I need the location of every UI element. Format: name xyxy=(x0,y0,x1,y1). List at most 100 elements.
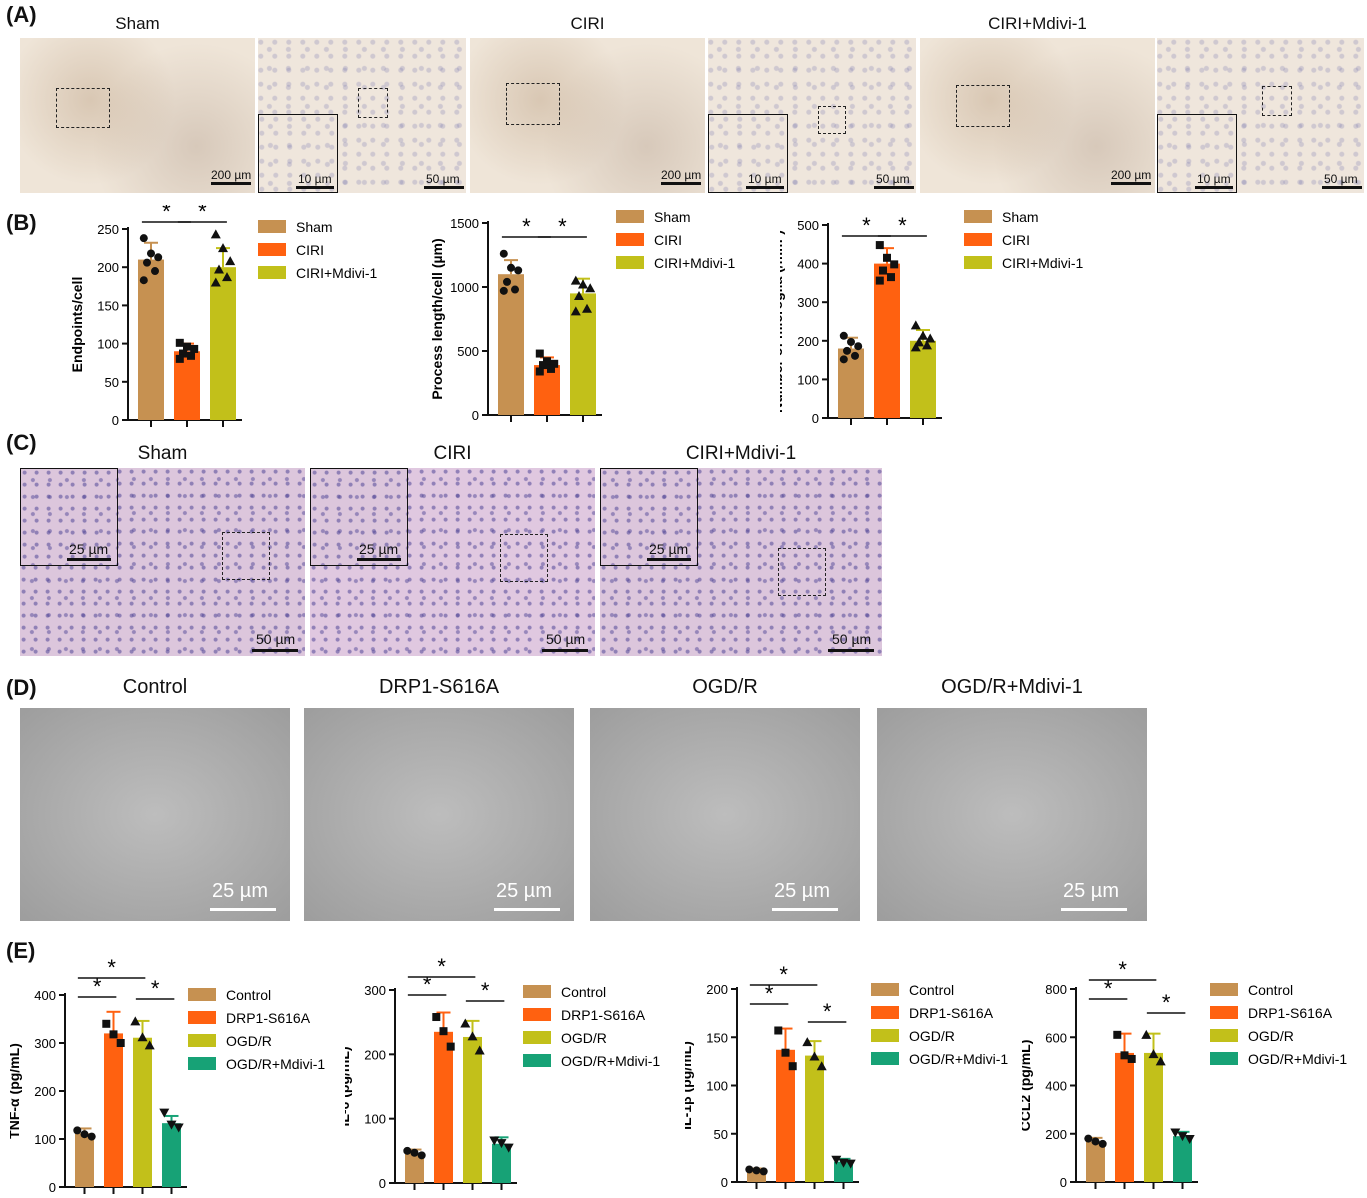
scale-label: 10 µm xyxy=(1197,172,1231,186)
bar-control xyxy=(1086,1141,1105,1182)
data-point xyxy=(759,1167,768,1176)
y-tick-label: 150 xyxy=(97,298,119,313)
y-axis-label: Endpoints/cell xyxy=(69,277,85,373)
data-point xyxy=(1148,1049,1159,1059)
y-tick-label: 0 xyxy=(721,1175,728,1190)
scale-bar xyxy=(1111,182,1151,185)
y-tick-label: 100 xyxy=(34,1132,56,1147)
data-point xyxy=(116,1039,125,1047)
data-point xyxy=(752,1166,761,1175)
legend-label-ogd-r: OGD/R xyxy=(561,1030,607,1046)
data-point xyxy=(550,359,559,368)
data-point xyxy=(499,249,508,258)
scale-bar xyxy=(357,558,401,561)
bar-ogd-r-mdivi-1 xyxy=(1173,1136,1192,1182)
data-point xyxy=(1141,1029,1152,1039)
scale-label: 200 µm xyxy=(661,168,702,182)
data-point xyxy=(585,283,596,293)
bar-drp1-s616a xyxy=(1115,1052,1134,1182)
legend-label-control: Control xyxy=(1248,982,1293,998)
legend-label-drp1-s616a: DRP1-S616A xyxy=(561,1007,646,1023)
data-point xyxy=(499,286,508,295)
panel-c-mdivi-image: 25 µm 50 µm xyxy=(600,468,882,656)
bar-control xyxy=(405,1152,424,1183)
data-point xyxy=(474,1045,485,1055)
data-point xyxy=(514,266,523,275)
scale-bar xyxy=(542,649,588,652)
data-point xyxy=(781,1048,790,1057)
legend-label-ciri: CIRI xyxy=(654,232,682,248)
data-point xyxy=(87,1132,96,1141)
data-point xyxy=(503,1143,514,1153)
data-point xyxy=(1127,1054,1136,1063)
panel-letter-d: (D) xyxy=(6,675,37,700)
y-tick-label: 150 xyxy=(706,1030,728,1045)
y-tick-label: 200 xyxy=(34,1084,56,1099)
data-point xyxy=(809,1051,820,1061)
y-tick-label: 50 xyxy=(714,1127,728,1142)
bar-ciri-mdivi-1 xyxy=(910,340,936,418)
data-point xyxy=(1170,1128,1181,1138)
data-point xyxy=(137,1032,148,1042)
data-point xyxy=(854,342,863,351)
legend-swatch-ogd-r-mdivi-1 xyxy=(523,1054,551,1067)
panel-d-title-drp1: DRP1-S616A xyxy=(378,676,500,698)
bar-ogd-r xyxy=(133,1037,152,1187)
significance-star: * xyxy=(823,999,832,1024)
data-point xyxy=(80,1130,89,1139)
legend-swatch-ogd-r xyxy=(871,1029,899,1042)
panel-d-ogdr-mdivi-image: 25 µm xyxy=(877,708,1147,921)
legend-swatch-ciri-mdivi-1 xyxy=(616,256,644,269)
data-point xyxy=(222,272,232,282)
data-point xyxy=(1177,1132,1188,1142)
data-point xyxy=(890,260,899,269)
data-point xyxy=(745,1165,754,1174)
legend-swatch-control xyxy=(188,988,216,1001)
data-point xyxy=(839,331,848,340)
data-point xyxy=(1113,1030,1122,1039)
data-point xyxy=(139,234,148,243)
inset-image xyxy=(1157,114,1237,193)
scale-bar xyxy=(67,558,111,561)
y-tick-label: 50 xyxy=(105,375,119,390)
data-point xyxy=(1184,1135,1195,1145)
bar-sham xyxy=(498,274,524,415)
legend-label-ciri: CIRI xyxy=(1002,232,1030,248)
data-point xyxy=(539,361,547,370)
data-point xyxy=(1084,1134,1093,1143)
y-tick-label: 400 xyxy=(1045,1079,1067,1094)
significance-star: * xyxy=(522,214,531,239)
data-point xyxy=(816,1061,827,1071)
panel-d-title-control: Control xyxy=(122,676,188,698)
scale-label: 200 µm xyxy=(211,168,252,182)
panel-d-control-image: 25 µm xyxy=(20,708,290,921)
roi-box xyxy=(358,88,388,118)
panel-a-title-sham: Sham xyxy=(115,14,160,33)
scale-bar xyxy=(772,908,838,911)
bar-ogd-r-mdivi-1 xyxy=(834,1161,853,1182)
data-point xyxy=(417,1151,426,1160)
panel-d-ogdr-image: 25 µm xyxy=(590,708,860,921)
y-tick-label: 200 xyxy=(97,260,119,275)
legend-swatch-drp1-s616a xyxy=(523,1008,551,1021)
legend-label-ogd-r: OGD/R xyxy=(909,1028,955,1044)
data-point xyxy=(214,264,224,274)
legend-swatch-ogd-r-mdivi-1 xyxy=(188,1057,216,1070)
significance-star: * xyxy=(107,955,116,980)
bar-ogd-r-mdivi-1 xyxy=(492,1143,511,1183)
panel-a-sham-overview-image: 200 µm xyxy=(20,38,255,193)
data-point xyxy=(1091,1137,1100,1146)
y-axis-label: IL-1β (pg/mL) xyxy=(685,1041,694,1130)
y-tick-label: 100 xyxy=(706,1079,728,1094)
panel-a-sham-zoom-image: 10 µm 50 µm xyxy=(258,38,466,193)
data-point xyxy=(210,277,221,287)
inset-image: 25 µm xyxy=(20,468,118,566)
scale-label: 25 µm xyxy=(69,541,109,557)
roi-box xyxy=(56,88,110,128)
significance-star: * xyxy=(151,976,160,1001)
bar-control xyxy=(747,1170,766,1182)
panel-d-drp1-image: 25 µm xyxy=(304,708,574,921)
data-point xyxy=(875,241,884,250)
